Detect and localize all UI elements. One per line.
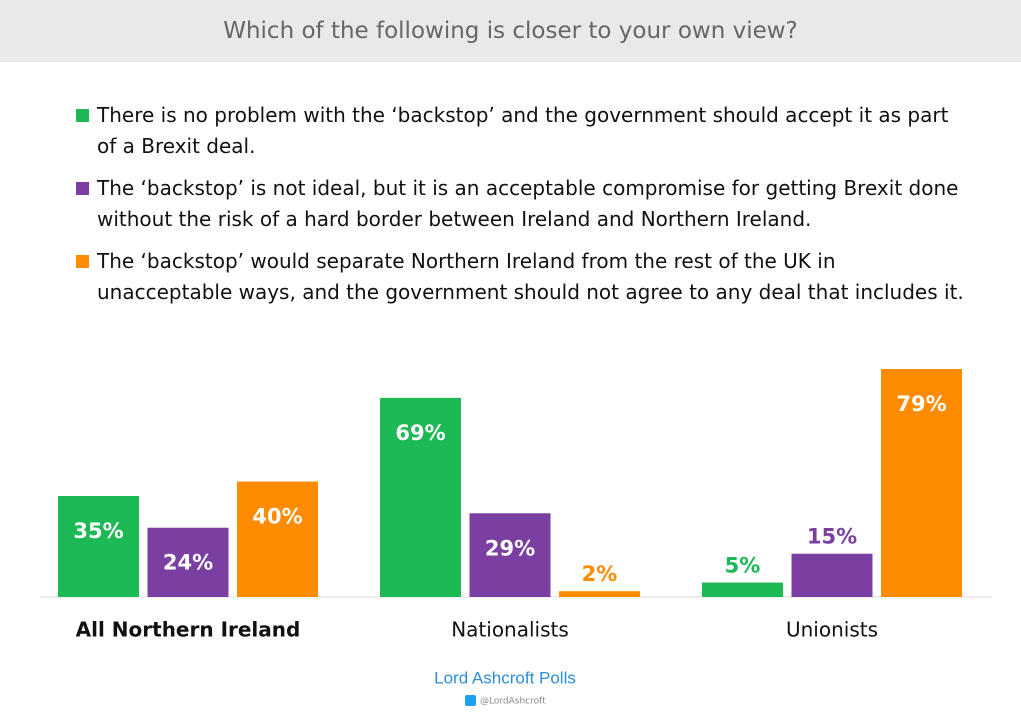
value-label: 15% [807,525,857,549]
legend-swatch [76,182,89,195]
legend-item: The ‘backstop’ is not ideal, but it is a… [76,173,966,235]
legend-label: There is no problem with the ‘backstop’ … [97,103,949,158]
value-label: 79% [896,392,946,416]
legend-swatch [76,109,89,122]
x-tick-label: All Northern Ireland [76,618,301,642]
bar [147,527,229,597]
legend-item: There is no problem with the ‘backstop’ … [76,100,966,162]
bar [237,481,318,597]
legend: There is no problem with the ‘backstop’ … [76,100,966,319]
bar [881,369,962,597]
value-label: 40% [252,505,302,529]
bar [58,495,139,597]
chart-title: Which of the following is closer to your… [223,18,798,44]
legend-swatch [76,255,89,268]
value-label: 29% [485,536,535,560]
value-label: 5% [725,554,761,578]
bar [469,513,551,597]
legend-label: The ‘backstop’ is not ideal, but it is a… [97,176,959,231]
value-label: 2% [582,562,618,586]
value-label: 35% [73,519,123,543]
title-bar [0,0,1021,62]
x-tick-label: Unionists [786,618,878,642]
twitter-icon [465,695,476,706]
legend-label: The ‘backstop’ would separate Northern I… [97,249,964,304]
legend-item: The ‘backstop’ would separate Northern I… [76,246,966,308]
bar [791,553,873,597]
value-label: 69% [395,421,445,445]
bar [702,582,783,597]
bar [559,591,640,597]
handle: @LordAshcroft [480,697,546,707]
x-tick-label: Nationalists [451,618,569,642]
source: Lord Ashcroft Polls [434,668,576,687]
value-label: 24% [163,551,213,575]
bar [380,397,461,597]
